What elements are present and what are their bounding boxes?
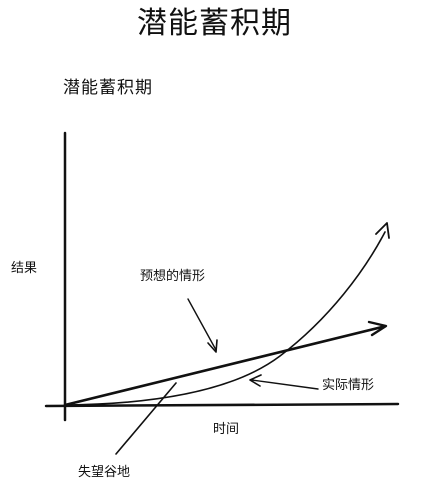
valley-pointer	[115, 382, 177, 455]
actual-pointer	[251, 379, 319, 390]
expected-label: 预想的情形	[140, 269, 206, 284]
diagram-title: 潜能蓄积期	[63, 78, 153, 98]
expected-pointer	[187, 298, 217, 351]
page-title: 潜能蓄积期	[137, 6, 292, 41]
valley-label: 失望谷地	[78, 465, 131, 480]
expected-pointer-arrowhead	[207, 339, 218, 353]
actual-label: 实际情形	[322, 378, 375, 393]
x-axis-label: 时间	[213, 422, 240, 437]
actual-curve-arrowhead	[375, 222, 390, 239]
y-axis-label: 结果	[11, 261, 38, 276]
actual-pointer-arrowhead	[249, 374, 262, 387]
expected-line-arrowhead	[367, 320, 388, 337]
x-axis	[44, 402, 400, 408]
expected-line	[63, 325, 384, 407]
actual-curve	[64, 231, 386, 406]
